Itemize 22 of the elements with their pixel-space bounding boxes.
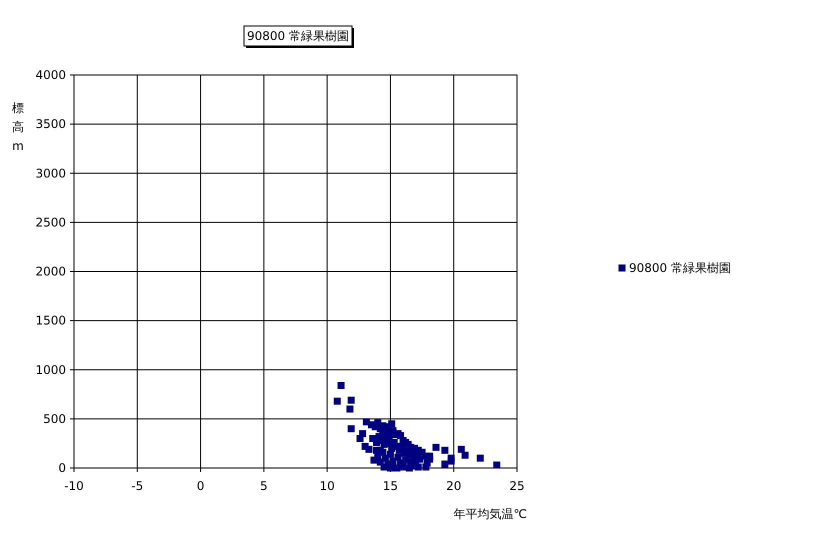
x-tick-label: 25 [509, 479, 525, 493]
title: 90800 常緑果樹園 [244, 26, 354, 48]
y-tick-label: 0 [58, 461, 66, 475]
x-tick-label: 20 [446, 479, 462, 493]
y-tick-label: 500 [43, 412, 66, 426]
y-tick-label: 3500 [35, 117, 66, 132]
chart-title: 90800 常緑果樹園 [247, 29, 349, 43]
y-tick-label: 2500 [35, 215, 66, 230]
x-tick-label: -5 [131, 479, 144, 493]
x-tick-label: 0 [196, 479, 204, 493]
y-tick-label: 1000 [35, 362, 66, 377]
x-tick-label: -10 [64, 479, 84, 493]
x-axis-title: 年平均気温℃ [454, 507, 527, 521]
y-tick-label: 1500 [35, 314, 66, 328]
y-axis-title: 標高m [12, 101, 24, 153]
y-tick-label: 2000 [35, 264, 66, 278]
x-tick-label: 15 [382, 479, 398, 493]
y-tick-label: 3000 [35, 166, 66, 180]
legend: 90800 常緑果樹園 [618, 261, 731, 275]
x-tick-label: 10 [320, 479, 335, 493]
x-tick-label: 5 [260, 479, 268, 493]
y-tick-label: 4000 [35, 68, 66, 82]
